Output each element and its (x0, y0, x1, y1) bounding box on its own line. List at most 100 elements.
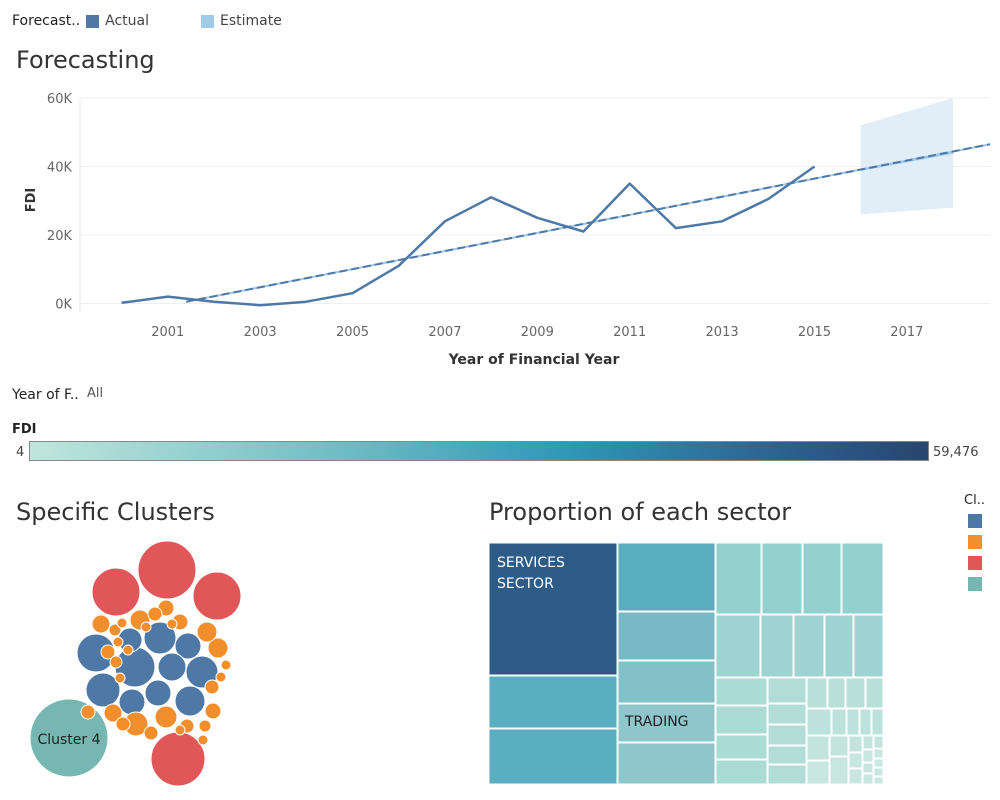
legend-item-actual[interactable]: Actual (86, 13, 149, 29)
estimate-band (860, 98, 954, 215)
treemap-cell (873, 776, 883, 784)
y-axis-label: FDI (24, 188, 39, 213)
cluster-bubble (115, 716, 131, 732)
year-filter-value[interactable]: All (87, 386, 104, 401)
cluster-bubble (197, 734, 209, 746)
treemap-title: Proportion of each sector (489, 498, 792, 526)
x-tick-label: 2009 (521, 325, 554, 340)
legend-item-estimate[interactable]: Estimate (201, 13, 282, 29)
treemap-cell (767, 703, 807, 725)
cluster-bubble (118, 688, 146, 716)
forecast-chart[interactable]: 0K 20K 40K 60K 2001 2003 2005 2007 2009 2011 2013 2… (0, 80, 1000, 380)
cluster-3-bubble (150, 731, 206, 787)
treemap-cell (767, 764, 807, 784)
treemap-cell (831, 708, 847, 736)
treemap-cell (715, 759, 768, 784)
treemap-cell (853, 614, 883, 678)
cluster-bubble (204, 702, 222, 720)
actual-swatch (86, 14, 100, 28)
cluster-bubble (85, 672, 121, 708)
treemap-cell (862, 773, 874, 784)
x-tick-label: 2017 (890, 325, 923, 340)
cluster-bubble (122, 644, 134, 656)
x-tick-label: 2011 (613, 325, 646, 340)
treemap-cell (871, 708, 883, 736)
cluster-bubble (114, 672, 126, 684)
cluster-bubble (147, 606, 163, 622)
treemap-cell (859, 708, 872, 736)
treemap-cell (806, 677, 828, 709)
y-tick-label: 0K (55, 297, 72, 312)
actual-series-line (121, 165, 816, 307)
treemap-cell (767, 745, 807, 765)
cluster-legend-swatch-1[interactable] (968, 514, 982, 528)
forecast-ticks: 0K 20K 40K 60K 2001 2003 2005 2007 2009 2011 2013 2… (47, 92, 923, 340)
cluster-bubble (108, 623, 122, 637)
sector-treemap[interactable]: SERVICES SECTOR TRADING (489, 543, 883, 784)
x-tick-label: 2003 (244, 325, 277, 340)
clusters-bubble-chart[interactable]: Cluster 4 (0, 530, 300, 800)
treemap-cell (715, 734, 768, 760)
legend-estimate-label: Estimate (220, 13, 282, 29)
cluster-bubble (143, 725, 159, 741)
cluster-bubble (174, 632, 202, 660)
treemap-cell (767, 677, 807, 704)
cluster-bubble (140, 621, 152, 633)
trend-line (186, 143, 991, 303)
forecast-title: Forecasting (16, 46, 155, 74)
fdi-legend-min: 4 (16, 445, 25, 460)
treemap-cell (827, 677, 846, 709)
fdi-legend-max: 59,476 (933, 445, 979, 460)
treemap-cell (715, 705, 768, 735)
treemap-cell (767, 724, 807, 746)
cluster-bubble (215, 671, 227, 683)
cluster-legend-swatch-2[interactable] (968, 535, 982, 549)
y-tick-label: 40K (47, 160, 73, 175)
x-tick-label: 2005 (336, 325, 369, 340)
cluster-3-bubble (91, 567, 141, 617)
cluster-bubble (198, 719, 212, 733)
year-filter-label: Year of F.. (12, 387, 79, 403)
y-tick-label: 20K (47, 229, 73, 244)
cluster-legend-swatch-3[interactable] (968, 556, 982, 570)
treemap-cell (862, 735, 874, 750)
forecast-trend (186, 143, 991, 303)
cluster-bubble (100, 644, 116, 660)
cluster-bubble (196, 621, 218, 643)
treemap-cell (806, 735, 830, 761)
cluster-bubble (103, 703, 123, 723)
x-axis-label: Year of Financial Year (448, 352, 620, 368)
trading-label: TRADING (624, 714, 689, 730)
treemap-cell (865, 677, 883, 709)
cluster-bubble (109, 655, 123, 669)
x-tick-label: 2007 (428, 325, 461, 340)
treemap-cell (489, 675, 618, 729)
treemap-cell (617, 742, 716, 784)
treemap-cell (846, 708, 860, 736)
cluster-legend-swatch-4[interactable] (968, 577, 982, 591)
treemap-cell (829, 756, 849, 784)
cluster-bubble (112, 636, 124, 648)
fdi-legend-label: FDI (12, 422, 37, 437)
treemap-cell (873, 767, 883, 777)
treemap-cell (862, 749, 874, 763)
treemap-cell (848, 752, 863, 769)
cluster-3-bubble (192, 571, 242, 621)
treemap-cell-services (489, 543, 618, 676)
cluster-bubble (166, 618, 178, 630)
treemap-cell (760, 614, 794, 678)
forecast-estimate-band (860, 98, 954, 215)
treemap-cell-trading (617, 703, 716, 743)
x-tick-label: 2001 (151, 325, 184, 340)
cluster-bubble (207, 637, 229, 659)
services-sector-label: SERVICES SECTOR (497, 555, 565, 592)
treemap-cell (617, 611, 716, 661)
x-tick-label: 2013 (706, 325, 739, 340)
forecast-legend-title: Forecast.. (12, 13, 81, 29)
cluster-4-label: Cluster 4 (37, 732, 100, 748)
treemap-cell (802, 543, 842, 615)
cluster-bubble (220, 659, 232, 671)
treemap-cell (841, 543, 883, 615)
cluster-3-bubble (137, 540, 197, 600)
forecast-actual-line (121, 165, 816, 307)
